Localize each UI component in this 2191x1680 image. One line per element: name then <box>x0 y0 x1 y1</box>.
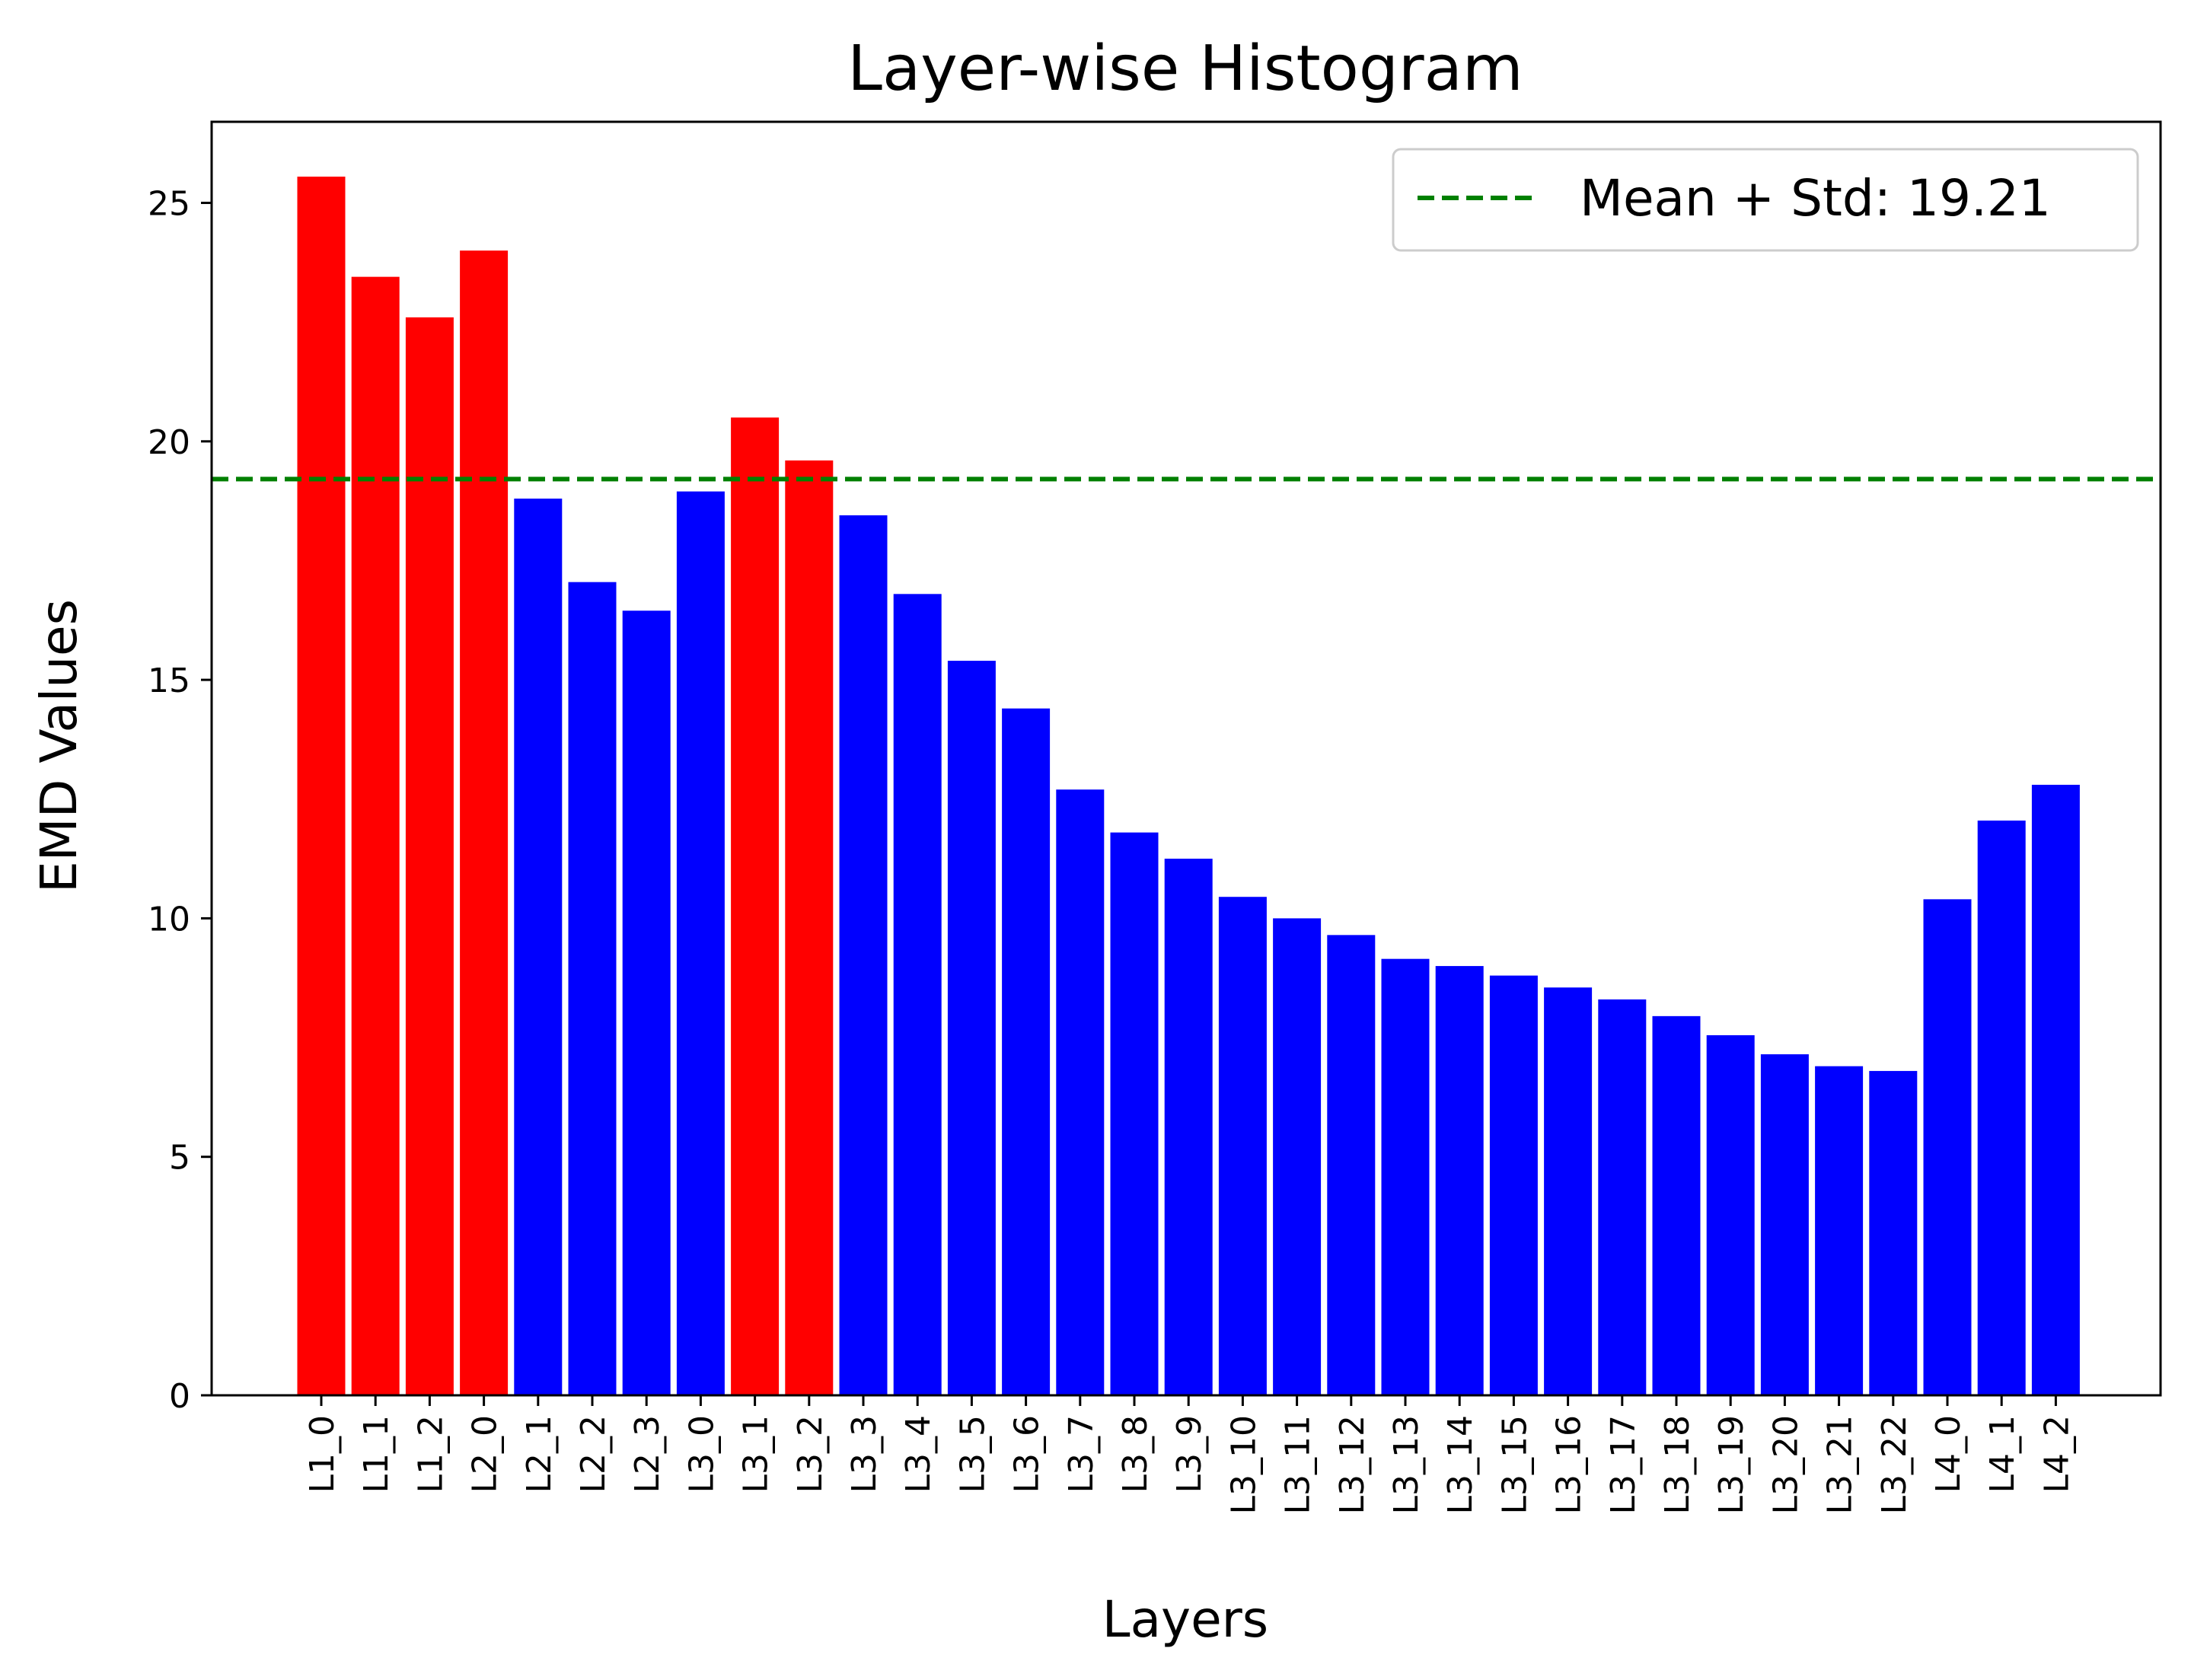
bar-L3_4 <box>893 594 942 1395</box>
bar-L4_1 <box>1977 820 2026 1395</box>
plot-area-frame <box>210 120 2162 1397</box>
x-tick-label: L3_19 <box>1712 1415 1751 1515</box>
bar-L3_0 <box>676 491 725 1395</box>
bar-L3_16 <box>1544 987 1593 1395</box>
x-tick-label: L2_1 <box>520 1415 559 1494</box>
x-tick-label: L3_15 <box>1495 1415 1534 1515</box>
y-tick-label: 5 <box>169 1139 190 1178</box>
bar-L3_18 <box>1652 1015 1701 1395</box>
x-tick-label: L3_14 <box>1441 1415 1480 1515</box>
y-tick-label: 10 <box>148 900 190 939</box>
x-tick-label: L3_0 <box>682 1415 721 1494</box>
x-tick-label: L1_0 <box>303 1415 342 1494</box>
y-tick-label: 15 <box>148 661 190 700</box>
bar-L3_19 <box>1706 1034 1755 1395</box>
x-tick-label: L3_22 <box>1875 1415 1914 1515</box>
bar-L3_7 <box>1056 789 1105 1395</box>
x-tick-label: L2_3 <box>628 1415 667 1494</box>
bar-L3_17 <box>1598 999 1647 1395</box>
legend-label: Mean + Std: 19.21 <box>1580 169 2051 228</box>
bar-L3_3 <box>839 515 888 1395</box>
bar-L1_1 <box>351 276 400 1395</box>
x-tick-label: L3_11 <box>1279 1415 1318 1515</box>
legend: Mean + Std: 19.21 <box>1392 148 2139 252</box>
x-tick-label: L3_10 <box>1224 1415 1263 1515</box>
bar-L2_2 <box>568 582 617 1395</box>
x-tick-label: L4_0 <box>1929 1415 1968 1494</box>
bar-L3_20 <box>1760 1054 1809 1395</box>
x-tick-label: L3_16 <box>1550 1415 1589 1515</box>
bar-L2_1 <box>514 499 563 1395</box>
x-tick-label: L3_20 <box>1766 1415 1805 1515</box>
x-tick-label: L3_1 <box>737 1415 776 1494</box>
x-tick-label: L3_21 <box>1821 1415 1860 1515</box>
x-tick-label: L3_17 <box>1604 1415 1643 1515</box>
y-axis: 0 5 10 15 20 25 <box>148 185 212 1416</box>
bar-L3_11 <box>1273 918 1322 1395</box>
x-tick-label: L3_3 <box>845 1415 884 1494</box>
x-tick-label: L3_12 <box>1333 1415 1372 1515</box>
legend-box <box>1392 148 2139 252</box>
x-tick-label: L3_7 <box>1062 1415 1101 1494</box>
bar-L3_12 <box>1327 935 1376 1395</box>
bar-L3_10 <box>1218 897 1267 1395</box>
bar-L2_0 <box>460 250 509 1395</box>
bar-L3_8 <box>1110 832 1159 1395</box>
x-tick-label: L3_6 <box>1008 1415 1047 1494</box>
x-tick-label: L3_5 <box>953 1415 992 1494</box>
x-tick-label: L3_9 <box>1170 1415 1209 1494</box>
bar-L3_21 <box>1815 1066 1864 1395</box>
bar-L3_22 <box>1869 1070 1918 1395</box>
x-tick-label: L2_2 <box>574 1415 613 1494</box>
x-tick-label: L3_4 <box>899 1415 938 1494</box>
y-axis-title: EMD Values <box>30 599 88 893</box>
bar-L3_13 <box>1381 958 1430 1395</box>
x-axis-title: Layers <box>1102 1590 1268 1649</box>
bar-L4_2 <box>2031 784 2080 1395</box>
bars <box>297 177 2080 1396</box>
x-tick-label: L4_1 <box>1983 1415 2022 1494</box>
bar-L4_0 <box>1923 899 1972 1395</box>
bar-L1_2 <box>405 317 454 1396</box>
x-tick-label: L4_2 <box>2037 1415 2076 1494</box>
bar-L3_14 <box>1435 966 1484 1395</box>
x-axis: L1_0 L1_1 L1_2 L2_0 L2_1 L2_2 L2_3 L3_0 L3_1 L3_2… <box>303 1395 2076 1515</box>
x-tick-label: L1_1 <box>357 1415 396 1494</box>
bar-L3_6 <box>1002 708 1051 1395</box>
bar-L3_15 <box>1489 975 1538 1395</box>
x-tick-label: L1_2 <box>411 1415 450 1494</box>
y-tick-label: 0 <box>169 1377 190 1416</box>
y-tick-label: 20 <box>148 423 190 462</box>
x-tick-label: L3_8 <box>1116 1415 1155 1494</box>
bar-L3_9 <box>1164 859 1213 1395</box>
chart-title: Layer-wise Histogram <box>847 33 1523 105</box>
bar-L2_3 <box>622 610 671 1395</box>
x-tick-label: L2_0 <box>466 1415 505 1494</box>
bar-L3_5 <box>947 661 996 1395</box>
y-tick-label: 25 <box>148 185 190 224</box>
bar-L3_1 <box>731 417 780 1396</box>
x-tick-label: L3_13 <box>1387 1415 1426 1515</box>
bar-L3_2 <box>785 460 834 1395</box>
bar-L1_0 <box>297 177 346 1395</box>
x-tick-label: L3_2 <box>791 1415 830 1494</box>
x-tick-label: L3_18 <box>1658 1415 1697 1515</box>
